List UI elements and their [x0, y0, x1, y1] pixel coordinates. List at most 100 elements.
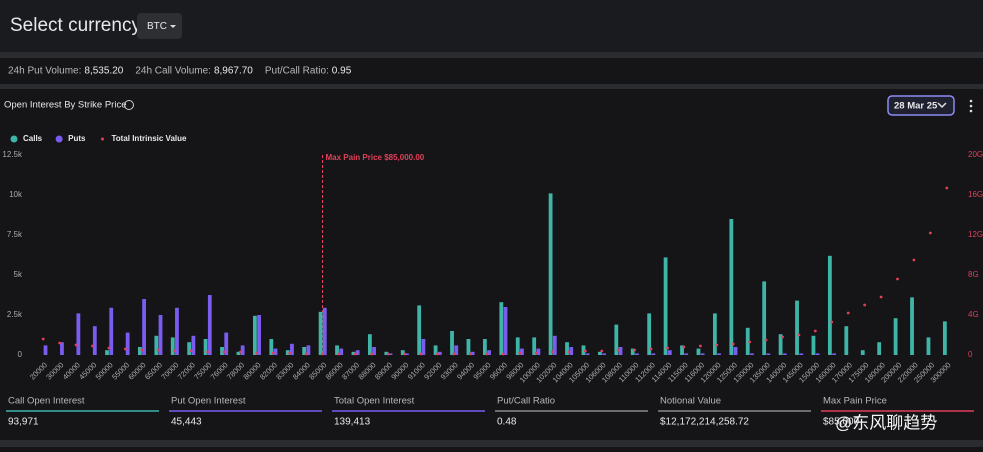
intrinsic-dot [748, 340, 752, 344]
intrinsic-dot [468, 352, 472, 356]
bar [844, 326, 849, 355]
bar [663, 257, 668, 355]
summary-label: Total Open Interest [334, 396, 415, 407]
bar [76, 313, 81, 355]
y2-tick-label: 0 [968, 350, 973, 359]
bar [585, 353, 590, 355]
intrinsic-dot [41, 337, 45, 341]
bar [105, 350, 109, 355]
date-dropdown[interactable] [887, 95, 955, 116]
date-value[interactable]: 28 Mar 25 [894, 101, 938, 112]
intrinsic-dot [419, 352, 423, 356]
legend-marker [10, 135, 18, 143]
intrinsic-dot [337, 352, 341, 356]
bar [532, 337, 537, 355]
bar [400, 350, 405, 355]
bar [191, 335, 196, 355]
bar [700, 353, 705, 355]
summary-value: 0.48 [497, 417, 517, 428]
bar [651, 353, 656, 355]
intrinsic-dot [74, 343, 78, 347]
intrinsic-dot [764, 338, 768, 342]
intrinsic-dot [58, 341, 62, 345]
header-title: Select currency: [10, 15, 146, 36]
intrinsic-dot [666, 346, 669, 350]
intrinsic-dot [156, 348, 160, 352]
bar [417, 305, 422, 355]
bar [60, 342, 64, 355]
stat-label: Put/Call Ratio: [265, 66, 329, 77]
summary-label: Call Open Interest [8, 396, 85, 407]
intrinsic-dot [551, 350, 554, 354]
currency-dropdown[interactable] [137, 13, 182, 39]
bar [236, 351, 241, 355]
bar [647, 313, 652, 355]
bar [125, 332, 130, 355]
legend-label: Puts [68, 134, 86, 143]
summary-label: Notional Value [660, 396, 721, 407]
summary-value: 45,443 [171, 417, 202, 428]
intrinsic-dot [534, 351, 538, 355]
bar [302, 347, 307, 355]
legend-marker [100, 137, 104, 141]
intrinsic-dot [222, 350, 226, 354]
intrinsic-dot [715, 343, 719, 347]
intrinsic-dot [863, 303, 867, 307]
bar [680, 345, 684, 355]
bar [388, 353, 393, 355]
summary-value: 139,413 [334, 417, 371, 428]
y2-tick-label: 4G [968, 310, 979, 319]
intrinsic-dot [140, 348, 144, 352]
bar [729, 219, 734, 355]
legend-label: Calls [23, 134, 43, 143]
divider [0, 84, 983, 89]
summary-label: Max Pain Price [823, 396, 887, 407]
bar [470, 351, 475, 355]
y2-tick-label: 20G [968, 150, 983, 159]
intrinsic-dot [600, 349, 604, 353]
currency-value[interactable]: BTC [147, 21, 167, 32]
bar [860, 350, 865, 355]
summary-label: Put Open Interest [171, 396, 246, 407]
y2-tick-label: 12G [968, 230, 983, 239]
bar [811, 335, 816, 355]
bar [926, 337, 931, 355]
bar [635, 353, 639, 355]
summary-value: 93,971 [8, 417, 39, 428]
bar [170, 337, 175, 355]
bar [581, 345, 586, 355]
intrinsic-dot [255, 351, 259, 355]
intrinsic-dot [616, 348, 620, 352]
y-tick-label: 12.5k [2, 150, 23, 159]
intrinsic-dot [189, 349, 193, 353]
bar [503, 307, 508, 355]
y-tick-label: 5k [14, 270, 23, 279]
bar [92, 326, 97, 355]
intrinsic-dot [304, 352, 308, 356]
y-tick-label: 0 [18, 350, 23, 359]
bar [137, 347, 142, 355]
bar [893, 318, 898, 355]
bar [520, 348, 524, 355]
intrinsic-dot [797, 333, 801, 337]
intrinsic-dot [731, 342, 735, 346]
bar [257, 315, 261, 355]
bar [351, 351, 356, 355]
bar [43, 345, 48, 355]
bar [487, 350, 491, 355]
bar [515, 337, 520, 355]
y2-tick-label: 8G [968, 270, 979, 279]
bar [367, 334, 372, 355]
intrinsic-dot [321, 352, 324, 356]
info-icon[interactable] [124, 100, 134, 110]
more-menu[interactable] [969, 99, 973, 113]
bar [827, 255, 832, 355]
bar [696, 348, 701, 355]
intrinsic-dot [123, 347, 127, 351]
bar [450, 331, 454, 355]
bar [318, 311, 323, 355]
bar [782, 353, 787, 355]
bar [750, 353, 754, 355]
